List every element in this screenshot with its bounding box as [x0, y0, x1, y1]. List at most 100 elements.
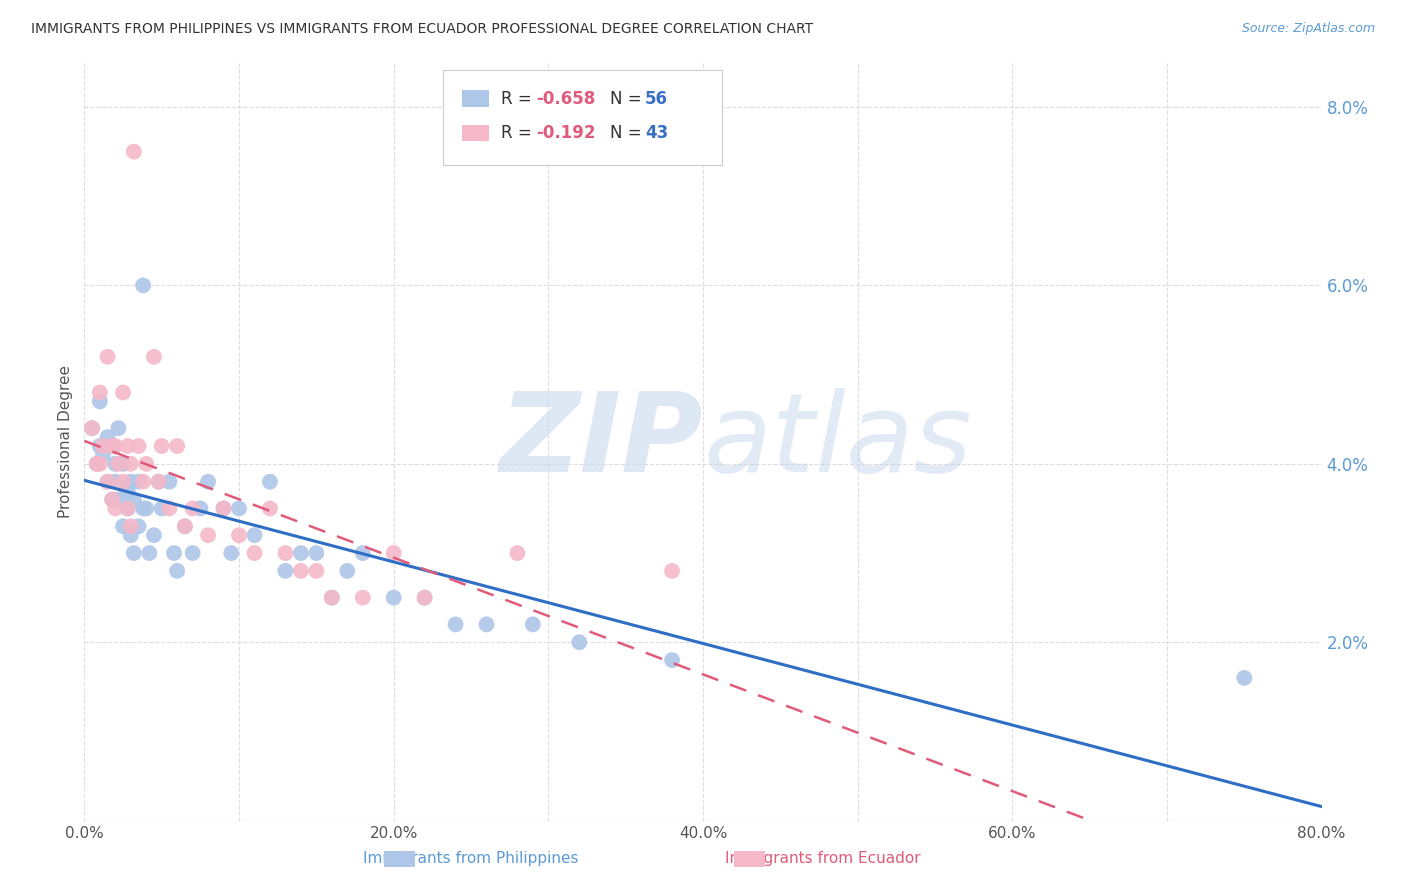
Point	[122, 145, 145, 159]
Point	[150, 501, 173, 516]
Point	[159, 475, 180, 489]
Point	[132, 278, 155, 293]
Text: -0.192: -0.192	[536, 124, 596, 142]
Point	[89, 439, 111, 453]
Text: ZIP: ZIP	[499, 388, 703, 495]
Point	[413, 591, 436, 605]
Point	[444, 617, 467, 632]
Point	[104, 457, 127, 471]
Point	[274, 546, 297, 560]
Point	[120, 519, 142, 533]
Point	[135, 501, 157, 516]
Point	[382, 546, 405, 560]
Point	[321, 591, 343, 605]
Point	[159, 501, 180, 516]
Point	[197, 528, 219, 542]
Point	[120, 457, 142, 471]
Point	[138, 546, 160, 560]
Point	[127, 439, 149, 453]
Point	[107, 421, 129, 435]
Point	[243, 528, 266, 542]
Point	[212, 501, 235, 516]
Point	[112, 519, 135, 533]
Point	[197, 475, 219, 489]
Point	[132, 475, 155, 489]
Text: N =: N =	[610, 124, 647, 142]
Text: Source: ZipAtlas.com: Source: ZipAtlas.com	[1241, 22, 1375, 36]
Point	[148, 475, 170, 489]
Point	[188, 501, 211, 516]
Point	[228, 528, 250, 542]
Point	[143, 528, 166, 542]
Point	[104, 439, 127, 453]
Point	[112, 457, 135, 471]
Point	[86, 457, 108, 471]
Point	[101, 439, 124, 453]
Point	[96, 430, 118, 444]
Point	[112, 385, 135, 400]
Point	[120, 475, 142, 489]
Point	[166, 439, 188, 453]
Point	[413, 591, 436, 605]
FancyBboxPatch shape	[461, 90, 489, 107]
Point	[522, 617, 544, 632]
Point	[150, 439, 173, 453]
Point	[568, 635, 591, 649]
Point	[259, 475, 281, 489]
Point	[352, 546, 374, 560]
Point	[89, 394, 111, 409]
Text: Immigrants from Ecuador: Immigrants from Ecuador	[724, 851, 921, 865]
Point	[143, 350, 166, 364]
Point	[305, 546, 328, 560]
Point	[321, 591, 343, 605]
Point	[148, 475, 170, 489]
Point	[101, 439, 124, 453]
Point	[290, 564, 312, 578]
Point	[290, 546, 312, 560]
Text: N =: N =	[610, 90, 647, 108]
Point	[91, 439, 114, 453]
Point	[91, 448, 114, 462]
Point	[127, 475, 149, 489]
Text: 43: 43	[645, 124, 668, 142]
Point	[112, 475, 135, 489]
Text: atlas: atlas	[703, 388, 972, 495]
Point	[219, 546, 242, 560]
Text: R =: R =	[502, 124, 537, 142]
Text: IMMIGRANTS FROM PHILIPPINES VS IMMIGRANTS FROM ECUADOR PROFESSIONAL DEGREE CORRE: IMMIGRANTS FROM PHILIPPINES VS IMMIGRANT…	[31, 22, 813, 37]
Point	[382, 591, 405, 605]
Point	[475, 617, 498, 632]
Point	[352, 591, 374, 605]
Point	[181, 501, 204, 516]
Point	[174, 519, 197, 533]
Point	[336, 564, 359, 578]
Point	[135, 457, 157, 471]
Point	[166, 564, 188, 578]
Point	[96, 475, 118, 489]
Point	[181, 546, 204, 560]
Point	[122, 546, 145, 560]
Point	[86, 457, 108, 471]
Point	[107, 492, 129, 507]
Point	[104, 501, 127, 516]
Point	[661, 564, 683, 578]
Point	[259, 501, 281, 516]
Point	[212, 501, 235, 516]
FancyBboxPatch shape	[443, 70, 721, 165]
Point	[101, 492, 124, 507]
Point	[174, 519, 197, 533]
Point	[96, 475, 118, 489]
Point	[120, 528, 142, 542]
Point	[661, 653, 683, 667]
Point	[122, 492, 145, 507]
Point	[117, 483, 139, 498]
Point	[89, 385, 111, 400]
Y-axis label: Professional Degree: Professional Degree	[58, 365, 73, 518]
Point	[104, 475, 127, 489]
Point	[107, 457, 129, 471]
Point	[117, 501, 139, 516]
Text: 56: 56	[645, 90, 668, 108]
Point	[82, 421, 104, 435]
Point	[243, 546, 266, 560]
Point	[127, 519, 149, 533]
